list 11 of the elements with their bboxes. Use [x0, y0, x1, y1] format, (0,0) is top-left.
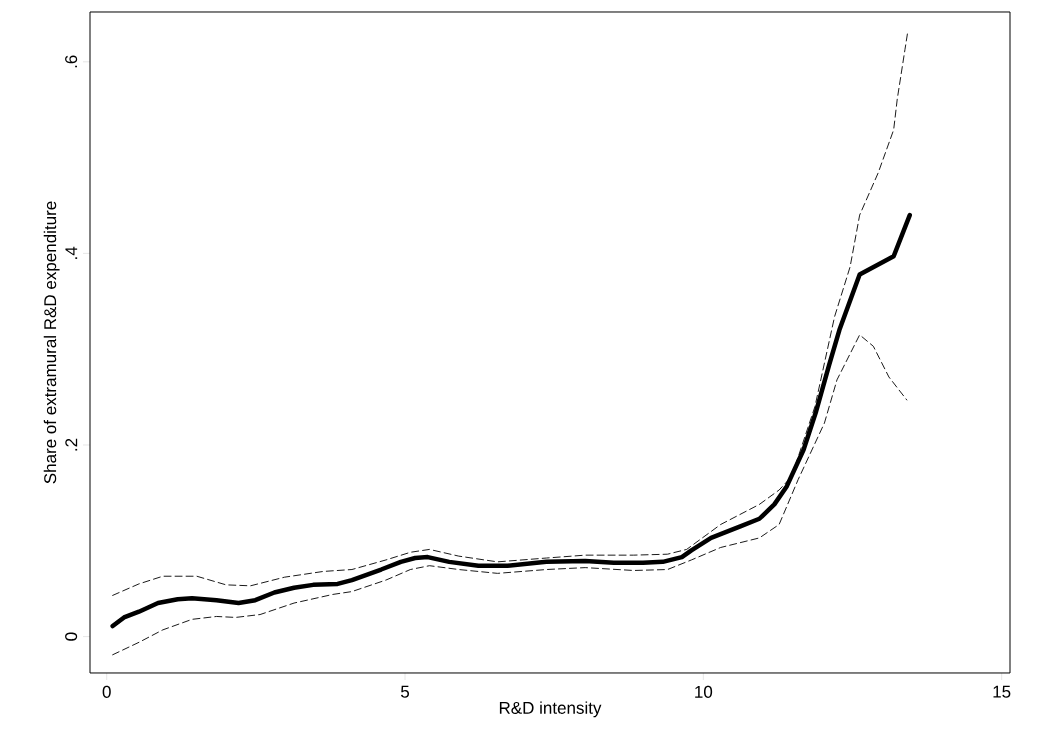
x-tick-label: 5 [400, 685, 410, 698]
x-tick-label: 15 [993, 685, 1011, 698]
y-axis-title: Share of extramural R&D expenditure [43, 201, 60, 484]
x-axis-title: R&D intensity [499, 701, 602, 718]
y-tick-label: 0 [65, 632, 78, 641]
y-tick-label: .6 [65, 55, 78, 68]
line-series [112, 334, 908, 656]
x-tick-label: 0 [102, 685, 111, 698]
y-tick-label: .2 [65, 438, 78, 451]
y-tick-label: .4 [65, 246, 78, 259]
x-tick-label: 10 [695, 685, 713, 698]
